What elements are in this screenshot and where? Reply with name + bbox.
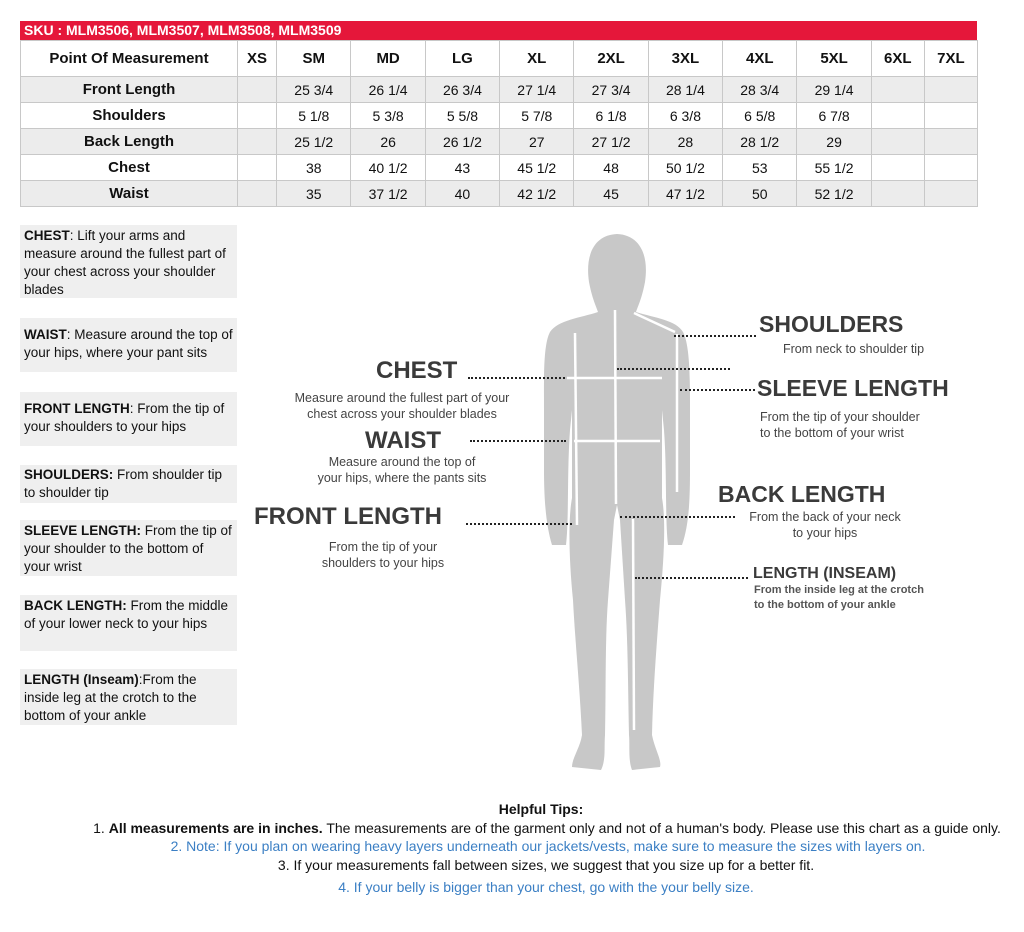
table-row: Shoulders 5 1/8 5 3/8 5 5/8 5 7/8 6 1/8 6 3/8 6… <box>20 102 979 129</box>
guide-text: From shoulder tip to shoulder tip <box>24 467 223 500</box>
table-cell <box>236 180 278 207</box>
table-cell: 27 <box>499 128 575 155</box>
guide-item: SHOULDERS: From shoulder tip to shoulder… <box>20 465 237 503</box>
header-size: XL <box>499 40 575 77</box>
inseam-title: LENGTH (INSEAM) <box>753 565 897 582</box>
table-cell: 6 3/8 <box>647 102 724 129</box>
guide-item: LENGTH (Inseam):From the inside leg at t… <box>20 669 237 725</box>
table-row: Front Length 25 3/4 26 1/4 26 3/4 27 1/4 27 3… <box>20 76 979 103</box>
table-cell: 6 5/8 <box>722 102 798 129</box>
row-label: Shoulders <box>20 102 238 129</box>
row-label: Waist <box>20 180 238 207</box>
table-cell <box>236 128 278 155</box>
tips-title: Helpful Tips: <box>498 801 584 817</box>
table-cell <box>870 180 925 207</box>
guide-term: BACK LENGTH: <box>24 598 127 613</box>
table-cell <box>923 154 979 181</box>
guide-term: SLEEVE LENGTH: <box>24 523 142 538</box>
table-cell <box>923 76 979 103</box>
front-length-title: FRONT LENGTH <box>254 503 442 530</box>
table-cell: 29 1/4 <box>796 76 872 103</box>
table-cell: 5 5/8 <box>424 102 501 129</box>
table-cell: 35 <box>276 180 352 207</box>
table-cell: 28 1/2 <box>722 128 798 155</box>
tip-3: 3. If your measurements fall between siz… <box>277 857 815 873</box>
header-point-of-measurement: Point Of Measurement <box>20 40 238 77</box>
row-label: Back Length <box>20 128 238 155</box>
guide-term: LENGTH (Inseam) <box>24 672 139 687</box>
guide-item: BACK LENGTH: From the middle of your low… <box>20 595 237 651</box>
size-table: Point Of Measurement XS SM MD LG XL 2XL 3XL 4XL 5… <box>20 40 979 207</box>
chest-desc: Measure around the fullest part of your c… <box>294 391 510 421</box>
chest-title: CHEST <box>376 357 458 384</box>
guide-text: From the middle of your lower neck to yo… <box>24 598 229 631</box>
guide-term: FRONT LENGTH <box>24 401 130 416</box>
header-size: SM <box>276 40 352 77</box>
table-cell: 38 <box>276 154 352 181</box>
table-cell: 47 1/2 <box>647 180 724 207</box>
shoulders-desc: From neck to shoulder tip <box>783 342 925 356</box>
back-length-desc: From the back of your neck to your hips <box>749 510 901 540</box>
measurement-lines <box>567 309 679 731</box>
table-cell: 28 3/4 <box>722 76 798 103</box>
guide-item: WAIST: Measure around the top of your hi… <box>20 318 237 372</box>
table-cell: 26 3/4 <box>424 76 501 103</box>
guide-item: FRONT LENGTH: From the tip of your shoul… <box>20 392 237 446</box>
tip-4: 4. If your belly is bigger than your che… <box>338 879 754 895</box>
table-cell <box>870 76 925 103</box>
back-length-title: BACK LENGTH <box>718 481 886 507</box>
guide-text: : Lift your arms and measure around the … <box>24 228 226 297</box>
guide-text: From the tip of your shoulder to the bot… <box>24 523 232 574</box>
table-cell: 45 <box>573 180 649 207</box>
inseam-desc: From the inside leg at the crotch to the … <box>754 584 924 611</box>
front-length-desc: From the tip of your shoulders to your hi… <box>321 540 445 570</box>
guide-term: SHOULDERS: <box>24 467 114 482</box>
sku-bar: SKU : MLM3506, MLM3507, MLM3508, MLM3509 <box>20 21 977 40</box>
guide-text: :From the inside leg at the crotch to th… <box>24 672 197 723</box>
row-label: Front Length <box>20 76 238 103</box>
guide-text: : Measure around the top of your hips, w… <box>24 327 233 360</box>
table-row: Chest 38 40 1/2 43 45 1/2 48 50 1/2 53 55 1/2 <box>20 154 979 181</box>
tip-2: 2. Note: If you plan on wearing heavy la… <box>170 838 926 854</box>
table-cell: 52 1/2 <box>796 180 872 207</box>
sleeve-length-desc: From the tip of your shoulder to the bott… <box>760 410 920 440</box>
header-size: 2XL <box>573 40 649 77</box>
table-cell: 26 1/2 <box>424 128 501 155</box>
table-cell: 43 <box>424 154 501 181</box>
guide-term: WAIST <box>24 327 67 342</box>
table-cell: 45 1/2 <box>499 154 575 181</box>
tip-1: 1. All measurements are in inches. The m… <box>93 820 1001 836</box>
table-cell <box>923 128 979 155</box>
table-cell <box>923 180 979 207</box>
table-cell: 5 7/8 <box>499 102 575 129</box>
waist-title: WAIST <box>365 427 441 454</box>
table-cell <box>236 102 278 129</box>
guide-term: CHEST <box>24 228 70 243</box>
guide-item: CHEST: Lift your arms and measure around… <box>20 225 237 298</box>
table-cell: 42 1/2 <box>499 180 575 207</box>
table-row: Waist 35 37 1/2 40 42 1/2 45 47 1/2 50 52 1/2 <box>20 180 979 207</box>
table-cell: 26 <box>350 128 426 155</box>
table-cell: 25 1/2 <box>276 128 352 155</box>
table-cell: 29 <box>796 128 872 155</box>
table-cell: 27 1/2 <box>573 128 649 155</box>
guide-item: SLEEVE LENGTH: From the tip of your shou… <box>20 520 237 576</box>
shoulders-title: SHOULDERS <box>759 311 904 337</box>
sleeve-length-title: SLEEVE LENGTH <box>757 375 949 401</box>
header-size: LG <box>424 40 501 77</box>
waist-desc: Measure around the top of your hips, wher… <box>317 455 487 485</box>
table-cell: 6 7/8 <box>796 102 872 129</box>
guide-text: : From the tip of your shoulders to your… <box>24 401 225 434</box>
header-size: 5XL <box>796 40 872 77</box>
table-cell: 50 <box>722 180 798 207</box>
table-cell: 28 1/4 <box>647 76 724 103</box>
table-cell: 25 3/4 <box>276 76 352 103</box>
